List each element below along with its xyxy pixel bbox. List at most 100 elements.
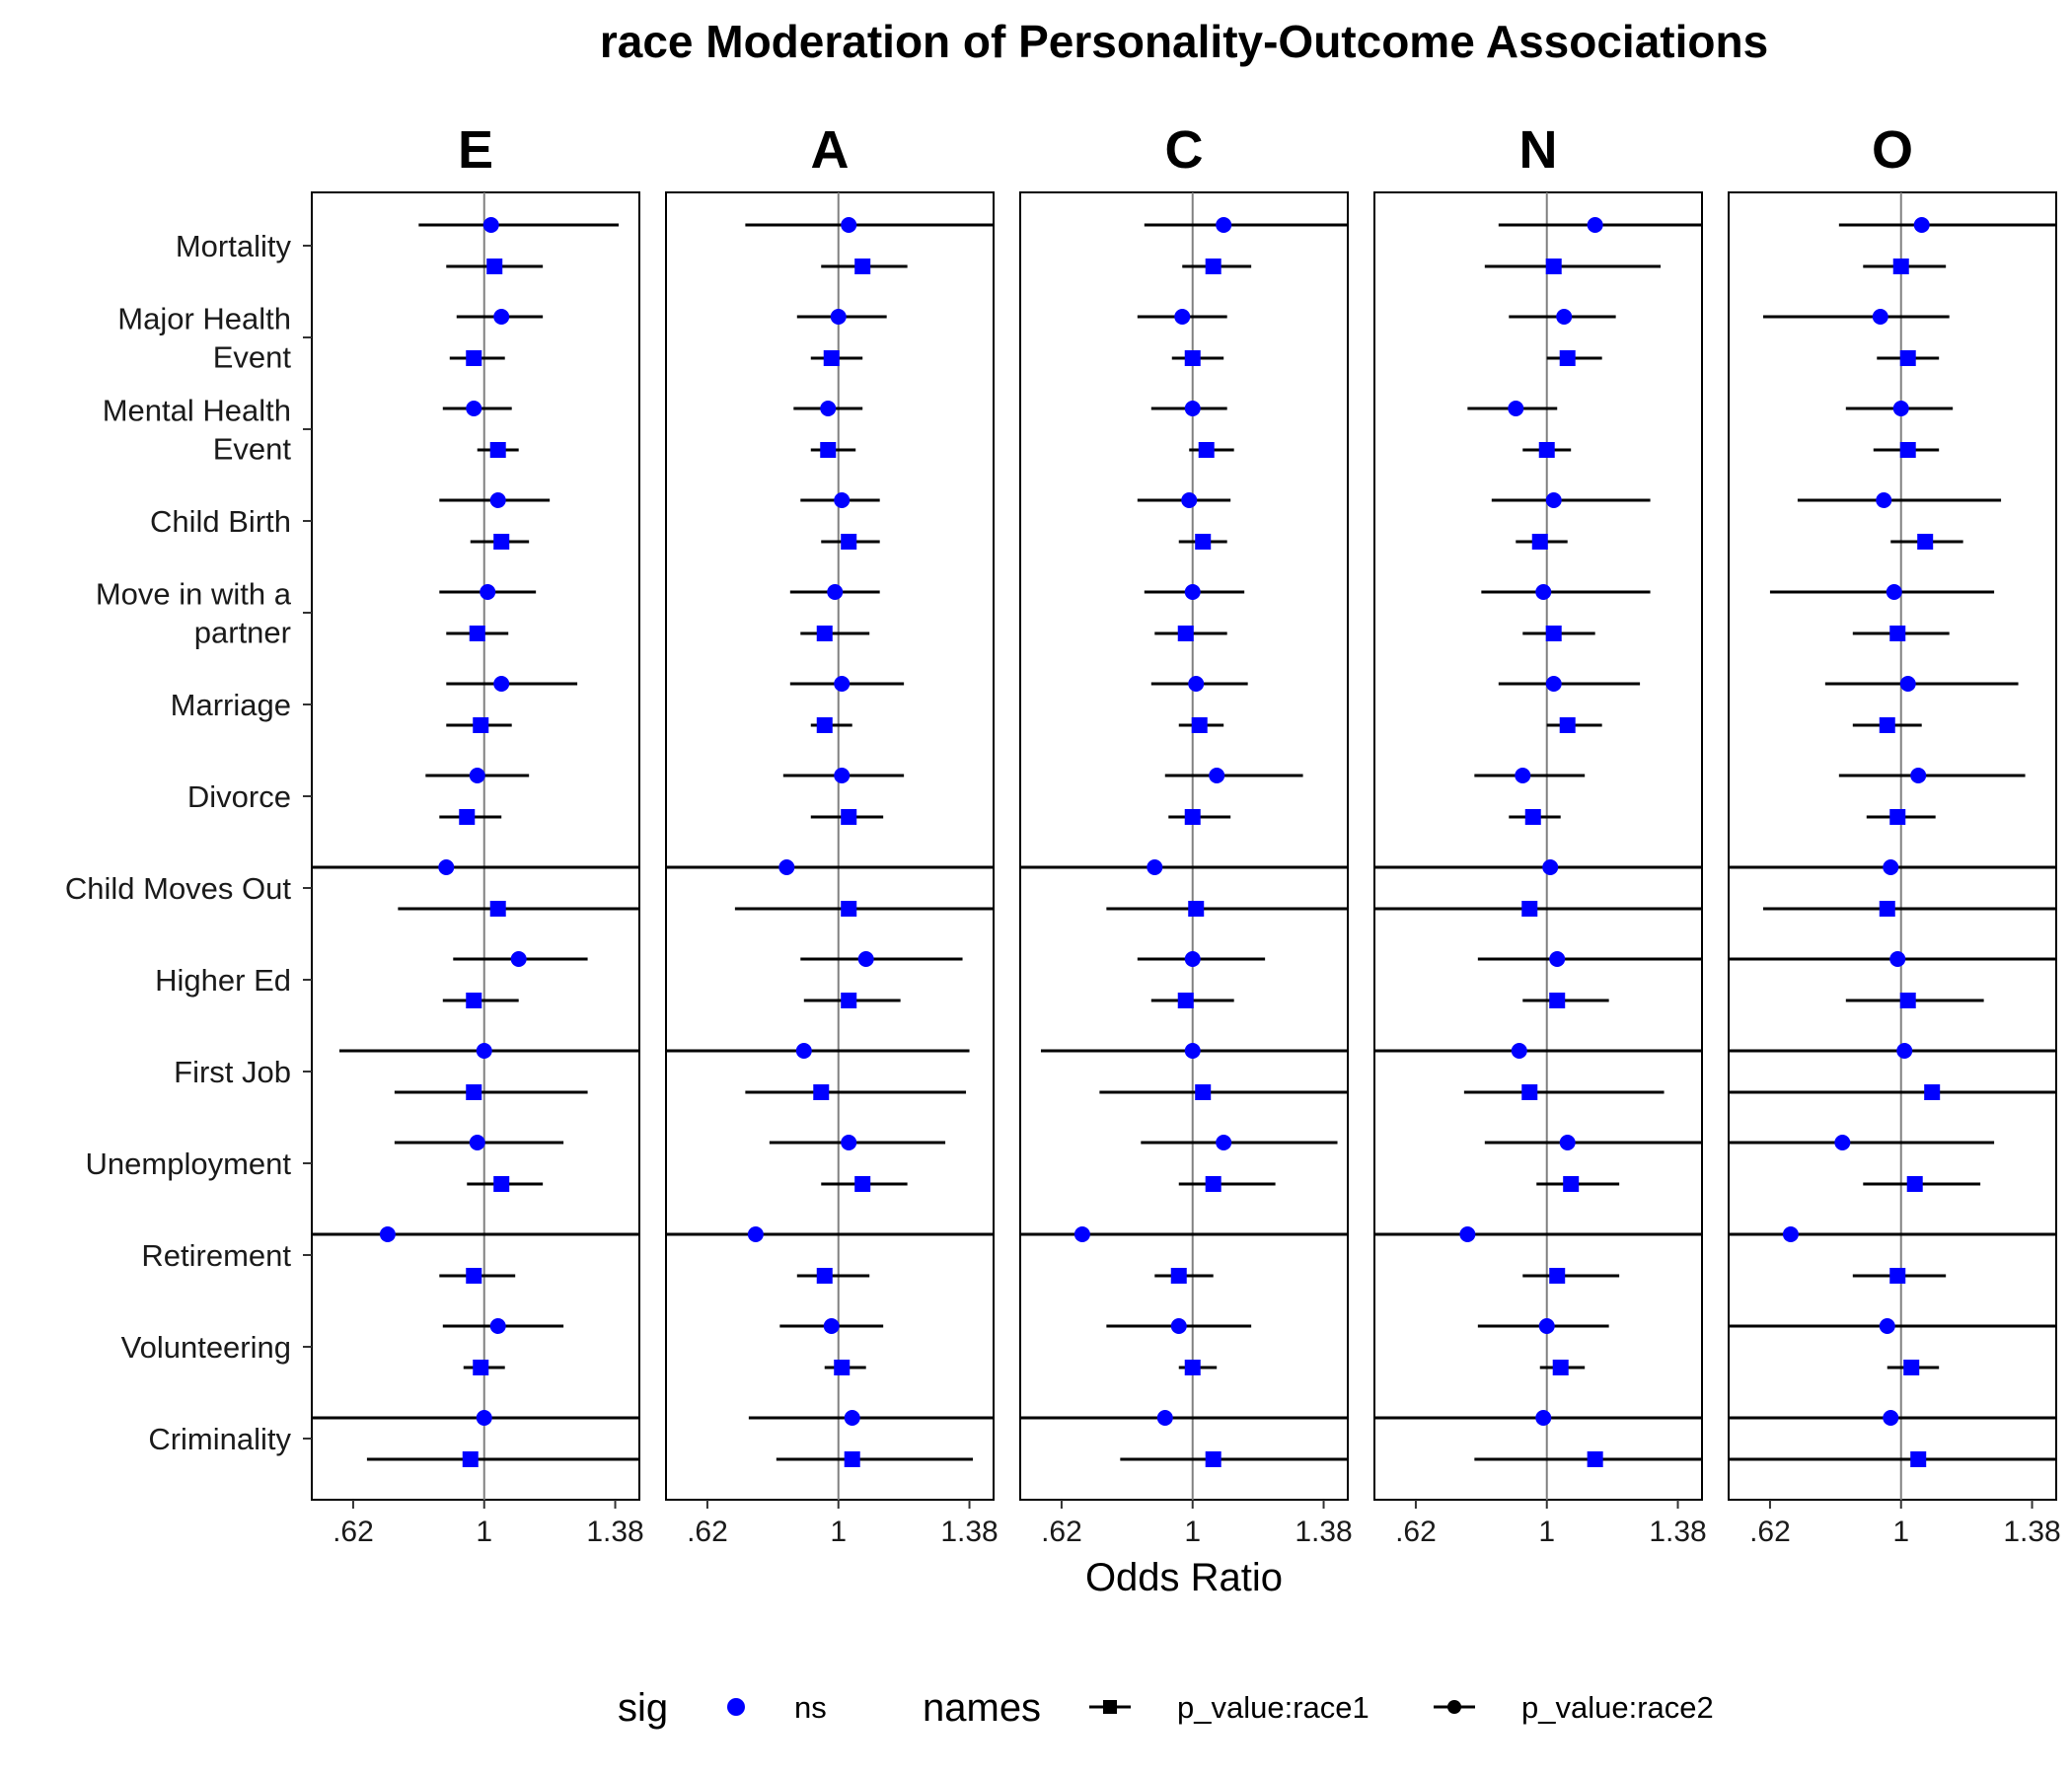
point-square xyxy=(820,442,837,458)
point-square xyxy=(1195,534,1212,550)
facet-panel-A: A .62 1 1.38 xyxy=(665,120,999,1548)
point-square xyxy=(1188,901,1205,917)
point-square xyxy=(1559,350,1576,366)
y-axis-label-line: Higher Ed xyxy=(155,963,291,998)
point-square xyxy=(1910,1451,1927,1467)
point-circle xyxy=(1556,309,1573,325)
point-square xyxy=(1538,442,1555,458)
facet-panels: E .62 1 1.38 A .62 1 1.38 C .62 1 1.38 N .62 1 1.38 O .62… xyxy=(311,120,2061,1548)
point-circle xyxy=(1535,584,1552,600)
point-square xyxy=(493,534,510,550)
point-circle xyxy=(476,1043,492,1059)
y-axis-label-line: Move in with a xyxy=(96,577,292,612)
x-tick-label: 1.38 xyxy=(2003,1516,2060,1548)
point-circle xyxy=(841,1135,857,1150)
x-tick-label: 1 xyxy=(1892,1516,1909,1548)
facet-title: N xyxy=(1519,120,1558,180)
point-circle xyxy=(438,859,455,875)
point-circle xyxy=(1883,1410,1899,1426)
point-square xyxy=(1524,809,1541,825)
point-circle xyxy=(1515,768,1531,783)
y-axis-label-line: Unemployment xyxy=(86,1147,292,1181)
point-circle xyxy=(1549,951,1566,967)
y-axis-label-line: Mental Health xyxy=(103,394,291,428)
y-axis-label: Major Health Event xyxy=(117,302,291,375)
point-square xyxy=(1184,1360,1201,1375)
point-circle xyxy=(1508,401,1524,416)
facet-title: A xyxy=(811,120,850,180)
y-axis-label-line: Retirement xyxy=(141,1238,291,1273)
point-circle xyxy=(1184,1043,1201,1059)
legend-title-names: names xyxy=(923,1686,1041,1730)
point-square xyxy=(854,1176,871,1192)
facet-panel-N: N .62 1 1.38 xyxy=(1373,120,1707,1548)
point-circle xyxy=(1872,309,1888,325)
point-circle xyxy=(1545,676,1562,692)
panel-border xyxy=(1373,191,1703,1501)
point-circle xyxy=(489,1318,506,1334)
y-axis-label: Mortality xyxy=(176,229,292,263)
point-square xyxy=(1563,1176,1580,1192)
point-circle xyxy=(1883,859,1899,875)
facet-panel-C: C .62 1 1.38 xyxy=(1019,120,1353,1548)
point-circle xyxy=(1156,1410,1173,1426)
point-square xyxy=(834,1360,851,1375)
point-circle xyxy=(1511,1043,1527,1059)
point-square xyxy=(1889,809,1906,825)
point-circle xyxy=(844,1410,860,1426)
point-circle xyxy=(1209,768,1225,783)
point-square xyxy=(816,626,833,641)
point-circle xyxy=(1542,859,1559,875)
point-square xyxy=(1170,1268,1187,1284)
point-circle xyxy=(1879,1318,1895,1334)
point-circle xyxy=(476,1410,492,1426)
point-square xyxy=(1545,259,1562,274)
point-circle xyxy=(795,1043,812,1059)
legend-title-sig: sig xyxy=(618,1686,668,1730)
point-circle xyxy=(1889,951,1906,967)
point-circle xyxy=(1181,492,1198,508)
point-square xyxy=(1899,442,1916,458)
x-axis-label: Odds Ratio xyxy=(1085,1556,1283,1599)
point-square xyxy=(1198,442,1215,458)
point-square xyxy=(462,1451,479,1467)
point-circle xyxy=(493,309,510,325)
point-circle xyxy=(1886,584,1902,600)
point-square xyxy=(841,901,857,917)
point-circle xyxy=(482,217,499,233)
legend-label-ns: ns xyxy=(794,1690,827,1725)
point-circle xyxy=(841,217,857,233)
point-circle xyxy=(1535,1410,1552,1426)
facet-title: O xyxy=(1872,120,1913,180)
point-square xyxy=(1545,626,1562,641)
x-tick-label: .62 xyxy=(1749,1516,1791,1548)
panel-border xyxy=(311,191,640,1501)
point-square xyxy=(1205,259,1221,274)
point-circle xyxy=(1545,492,1562,508)
point-square xyxy=(466,1268,482,1284)
point-square xyxy=(1903,1360,1920,1375)
point-square xyxy=(1549,993,1566,1008)
y-axis-label: Child Moves Out xyxy=(65,871,292,906)
point-square xyxy=(841,993,857,1008)
point-circle xyxy=(1910,768,1927,783)
point-circle xyxy=(747,1226,764,1242)
legend: sig ns names p_value:race1 p_value:race2 xyxy=(618,1686,1714,1730)
x-tick-label: 1 xyxy=(476,1516,492,1548)
point-square xyxy=(489,901,506,917)
point-square xyxy=(473,717,489,733)
y-axis-label-line: Event xyxy=(213,340,292,375)
point-square xyxy=(1899,993,1916,1008)
x-tick-label: 1.38 xyxy=(1649,1516,1706,1548)
point-square xyxy=(466,1084,482,1100)
x-tick-label: 1 xyxy=(830,1516,847,1548)
y-axis-label-line: Mortality xyxy=(176,229,292,263)
point-square xyxy=(1906,1176,1923,1192)
point-circle xyxy=(1459,1226,1476,1242)
point-circle xyxy=(1587,217,1603,233)
y-axis-label: Divorce xyxy=(187,779,291,814)
point-square xyxy=(466,350,482,366)
y-axis-label-line: Volunteering xyxy=(121,1330,291,1365)
y-axis-label-line: Criminality xyxy=(148,1422,291,1456)
x-tick-label: .62 xyxy=(1041,1516,1082,1548)
